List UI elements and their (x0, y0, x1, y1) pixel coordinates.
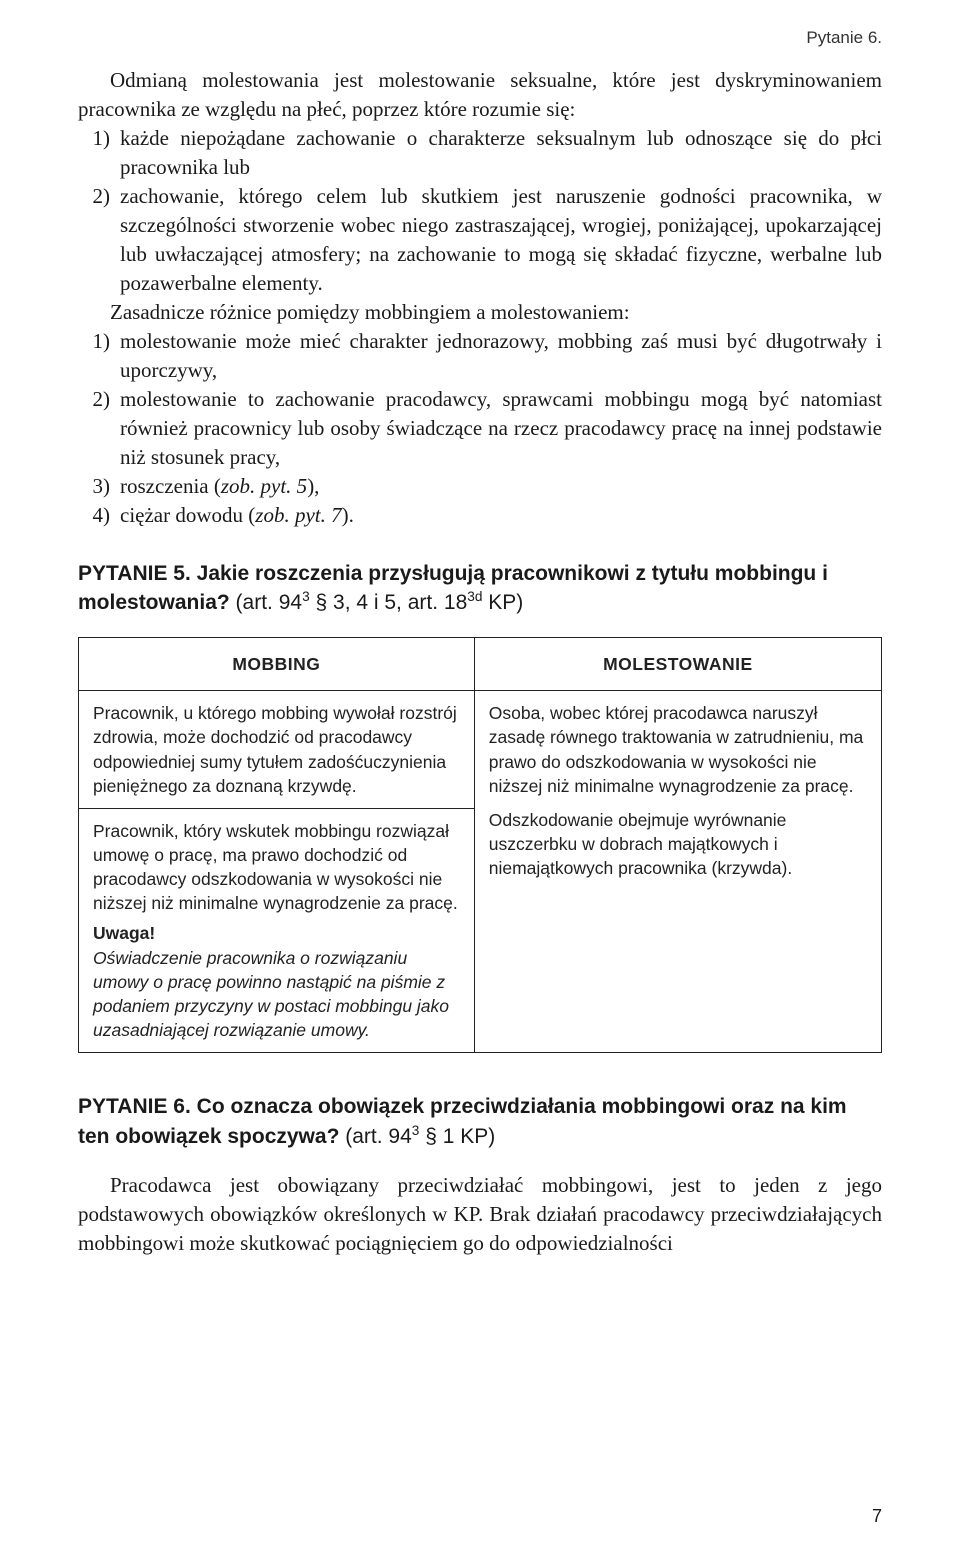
question-ref: § 1 KP) (419, 1125, 495, 1148)
list-number: 1) (78, 124, 120, 182)
question-ref-sup: 3 (302, 589, 310, 604)
table-paragraph: Osoba, wobec której pracodawca naruszył … (489, 701, 867, 798)
question-ref: KP) (482, 591, 523, 614)
list-body: każde niepożądane zachowanie o charakter… (120, 124, 882, 182)
text: ). (342, 503, 354, 527)
list-body: roszczenia (zob. pyt. 5), (120, 472, 882, 501)
list-number: 2) (78, 182, 120, 298)
question-ref: § 3, 4 i 5, art. 18 (310, 591, 468, 614)
table-warning-label: Uwaga! (93, 921, 460, 945)
list-number: 3) (78, 472, 120, 501)
question-ref: (art. 94 (339, 1125, 411, 1148)
list-body: zachowanie, którego celem lub skutkiem j… (120, 182, 882, 298)
list-item: 1) każde niepożądane zachowanie o charak… (78, 124, 882, 182)
intro-list-2: 1) molestowanie może mieć charakter jedn… (78, 327, 882, 530)
table-note: Oświadczenie pracownika o rozwiązaniu um… (93, 946, 460, 1043)
table-cell: Pracownik, u którego mobbing wywołał roz… (79, 691, 475, 809)
table-paragraph: Pracownik, który wskutek mobbingu rozwią… (93, 819, 460, 916)
main-text-block: Odmianą molestowania jest molestowanie s… (78, 66, 882, 530)
question-ref: (art. 94 (230, 591, 302, 614)
intro-list-1: 1) każde niepożądane zachowanie o charak… (78, 124, 882, 298)
list-item: 4) ciężar dowodu (zob. pyt. 7). (78, 501, 882, 530)
text: ), (307, 474, 319, 498)
intro-paragraph: Odmianą molestowania jest molestowanie s… (78, 66, 882, 124)
text: roszczenia ( (120, 474, 221, 498)
text: ciężar dowodu ( (120, 503, 255, 527)
table-cell: Osoba, wobec której pracodawca naruszył … (474, 691, 881, 1053)
table-header-molestowanie: MOLESTOWANIE (474, 638, 881, 691)
question-lead: PYTANIE 5. (78, 562, 191, 585)
question-lead: PYTANIE 6. (78, 1095, 191, 1118)
list-body: molestowanie może mieć charakter jednora… (120, 327, 882, 385)
list-number: 1) (78, 327, 120, 385)
comparison-table: MOBBING MOLESTOWANIE Pracownik, u któreg… (78, 637, 882, 1053)
intro-paragraph-2: Zasadnicze różnice pomiędzy mobbingiem a… (78, 298, 882, 327)
text-italic: zob. pyt. 5 (221, 474, 307, 498)
list-number: 2) (78, 385, 120, 472)
list-body: molestowanie to zachowanie pracodawcy, s… (120, 385, 882, 472)
list-item: 2) zachowanie, którego celem lub skutkie… (78, 182, 882, 298)
question-ref-sup: 3d (467, 589, 482, 604)
closing-paragraph: Pracodawca jest obowiązany przeciwdziała… (78, 1171, 882, 1258)
question-5-heading: PYTANIE 5. Jakie roszczenia przysługują … (78, 560, 882, 618)
list-number: 4) (78, 501, 120, 530)
table-paragraph: Odszkodowanie obejmuje wyrównanie uszcze… (489, 808, 867, 880)
list-body: ciężar dowodu (zob. pyt. 7). (120, 501, 882, 530)
table-header-mobbing: MOBBING (79, 638, 475, 691)
text-italic: zob. pyt. 7 (255, 503, 341, 527)
table-cell: Pracownik, który wskutek mobbingu rozwią… (79, 808, 475, 1052)
list-item: 2) molestowanie to zachowanie pracodawcy… (78, 385, 882, 472)
page-number: 7 (872, 1506, 882, 1527)
running-header: Pytanie 6. (806, 28, 882, 48)
list-item: 3) roszczenia (zob. pyt. 5), (78, 472, 882, 501)
question-6-heading: PYTANIE 6. Co oznacza obowiązek przeciwd… (78, 1093, 882, 1151)
list-item: 1) molestowanie może mieć charakter jedn… (78, 327, 882, 385)
